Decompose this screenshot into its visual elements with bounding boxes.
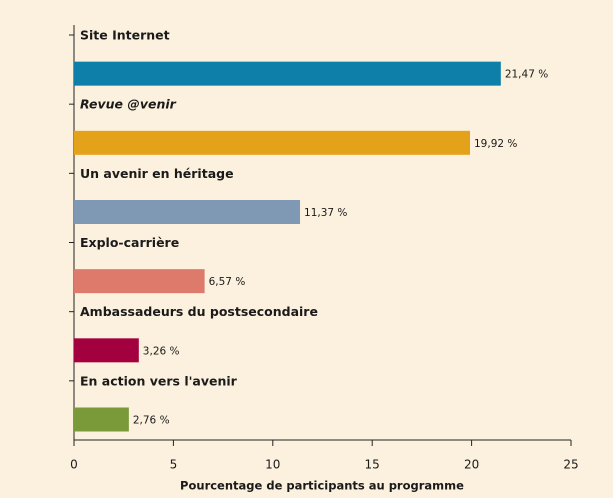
x-tick-label: 25 [563, 458, 578, 472]
category-label: Explo-carrière [80, 235, 179, 250]
value-label: 11,37 % [304, 207, 347, 219]
bar [74, 407, 129, 432]
value-label: 6,57 % [209, 276, 246, 288]
x-tick-label: 10 [265, 458, 280, 472]
value-label: 3,26 % [143, 345, 180, 357]
value-label: 19,92 % [474, 138, 517, 150]
x-tick-label: 20 [464, 458, 479, 472]
category-label: Ambassadeurs du postsecondaire [80, 304, 318, 319]
category-label: Un avenir en héritage [80, 166, 234, 181]
category-label: Revue @venir [80, 97, 177, 112]
category-label: Site Internet [80, 28, 170, 43]
bar [74, 199, 301, 224]
x-tick-label: 0 [70, 458, 78, 472]
bar [74, 338, 139, 363]
x-tick-label: 15 [365, 458, 380, 472]
bar [74, 61, 501, 86]
value-label: 21,47 % [505, 69, 548, 81]
category-label: En action vers l'avenir [80, 373, 238, 388]
bar [74, 269, 205, 294]
value-label: 2,76 % [133, 414, 170, 426]
bar [74, 130, 471, 155]
x-axis-title: Pourcentage de participants au programme [180, 479, 464, 493]
x-tick-label: 5 [170, 458, 178, 472]
